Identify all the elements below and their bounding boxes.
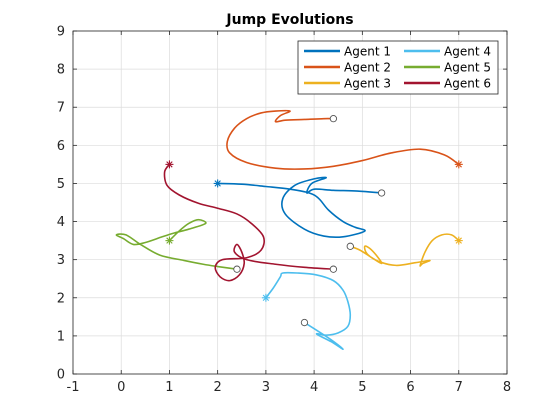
- start-marker-stroke: [455, 161, 462, 168]
- legend-label-agent-1: Agent 1: [344, 45, 391, 59]
- end-marker-agent-1: [377, 189, 386, 197]
- chart-title: Jump Evolutions: [225, 12, 353, 28]
- legend-label-agent-6: Agent 6: [444, 77, 491, 91]
- y-tick-label: 9: [57, 25, 65, 40]
- y-tick-label: 7: [57, 101, 65, 116]
- x-tick-label: 3: [262, 380, 270, 395]
- series-line-agent-1: [216, 176, 383, 239]
- y-tick-label: 8: [57, 63, 65, 78]
- start-marker-agent-3: [454, 236, 463, 245]
- end-marker-agent-2: [329, 115, 338, 123]
- start-marker-stroke: [214, 180, 221, 187]
- start-marker-agent-4: [261, 293, 270, 302]
- start-marker-agent-6: [165, 160, 174, 169]
- series-markers: [165, 115, 463, 327]
- series-line-agent-4: [265, 271, 352, 351]
- end-marker-agent-4: [300, 318, 309, 327]
- start-marker-stroke: [262, 294, 270, 301]
- start-marker-stroke: [455, 237, 462, 244]
- x-tick-label: 1: [165, 380, 173, 395]
- x-tick-label: 6: [406, 380, 414, 395]
- ticks: [72, 30, 508, 375]
- x-tick-label: -1: [67, 380, 80, 395]
- x-tick-label: 8: [503, 380, 511, 395]
- x-tick-label: 2: [214, 380, 222, 395]
- y-tick-label: 0: [57, 368, 65, 383]
- legend: Agent 1 Agent 2 Agent 3 Agent 4 Agent 5 Agent…: [297, 40, 499, 95]
- x-tick-label: 0: [117, 380, 125, 395]
- y-tick-label: 3: [57, 253, 65, 268]
- y-tick-label: 1: [57, 329, 65, 344]
- start-marker-agent-1: [213, 179, 222, 188]
- series-lines: [115, 109, 460, 351]
- end-marker-agent-3: [346, 242, 354, 250]
- start-marker-stroke: [166, 237, 173, 244]
- legend-label-agent-5: Agent 5: [444, 61, 491, 75]
- series-line-agent-3: [349, 233, 460, 267]
- series-line-agent-5: [115, 218, 238, 270]
- start-marker-stroke: [166, 161, 173, 168]
- y-tick-label: 5: [57, 177, 65, 192]
- end-marker-agent-6: [329, 265, 338, 273]
- y-tick-label: 6: [57, 139, 65, 154]
- end-marker-agent-5: [233, 265, 241, 273]
- y-tick-label: 2: [57, 291, 65, 306]
- y-tick-label: 4: [57, 215, 65, 230]
- series-line-agent-6: [163, 163, 335, 282]
- x-tick-label: 5: [358, 380, 366, 395]
- x-tick-label: 7: [455, 380, 463, 395]
- legend-label-agent-2: Agent 2: [344, 61, 391, 75]
- start-marker-agent-5: [165, 236, 174, 245]
- start-marker-agent-2: [454, 160, 463, 169]
- series-line-agent-2: [226, 109, 460, 170]
- legend-label-agent-4: Agent 4: [444, 45, 491, 59]
- x-tick-label: 4: [310, 380, 318, 395]
- axes-box: [72, 30, 508, 375]
- legend-label-agent-3: Agent 3: [344, 77, 391, 91]
